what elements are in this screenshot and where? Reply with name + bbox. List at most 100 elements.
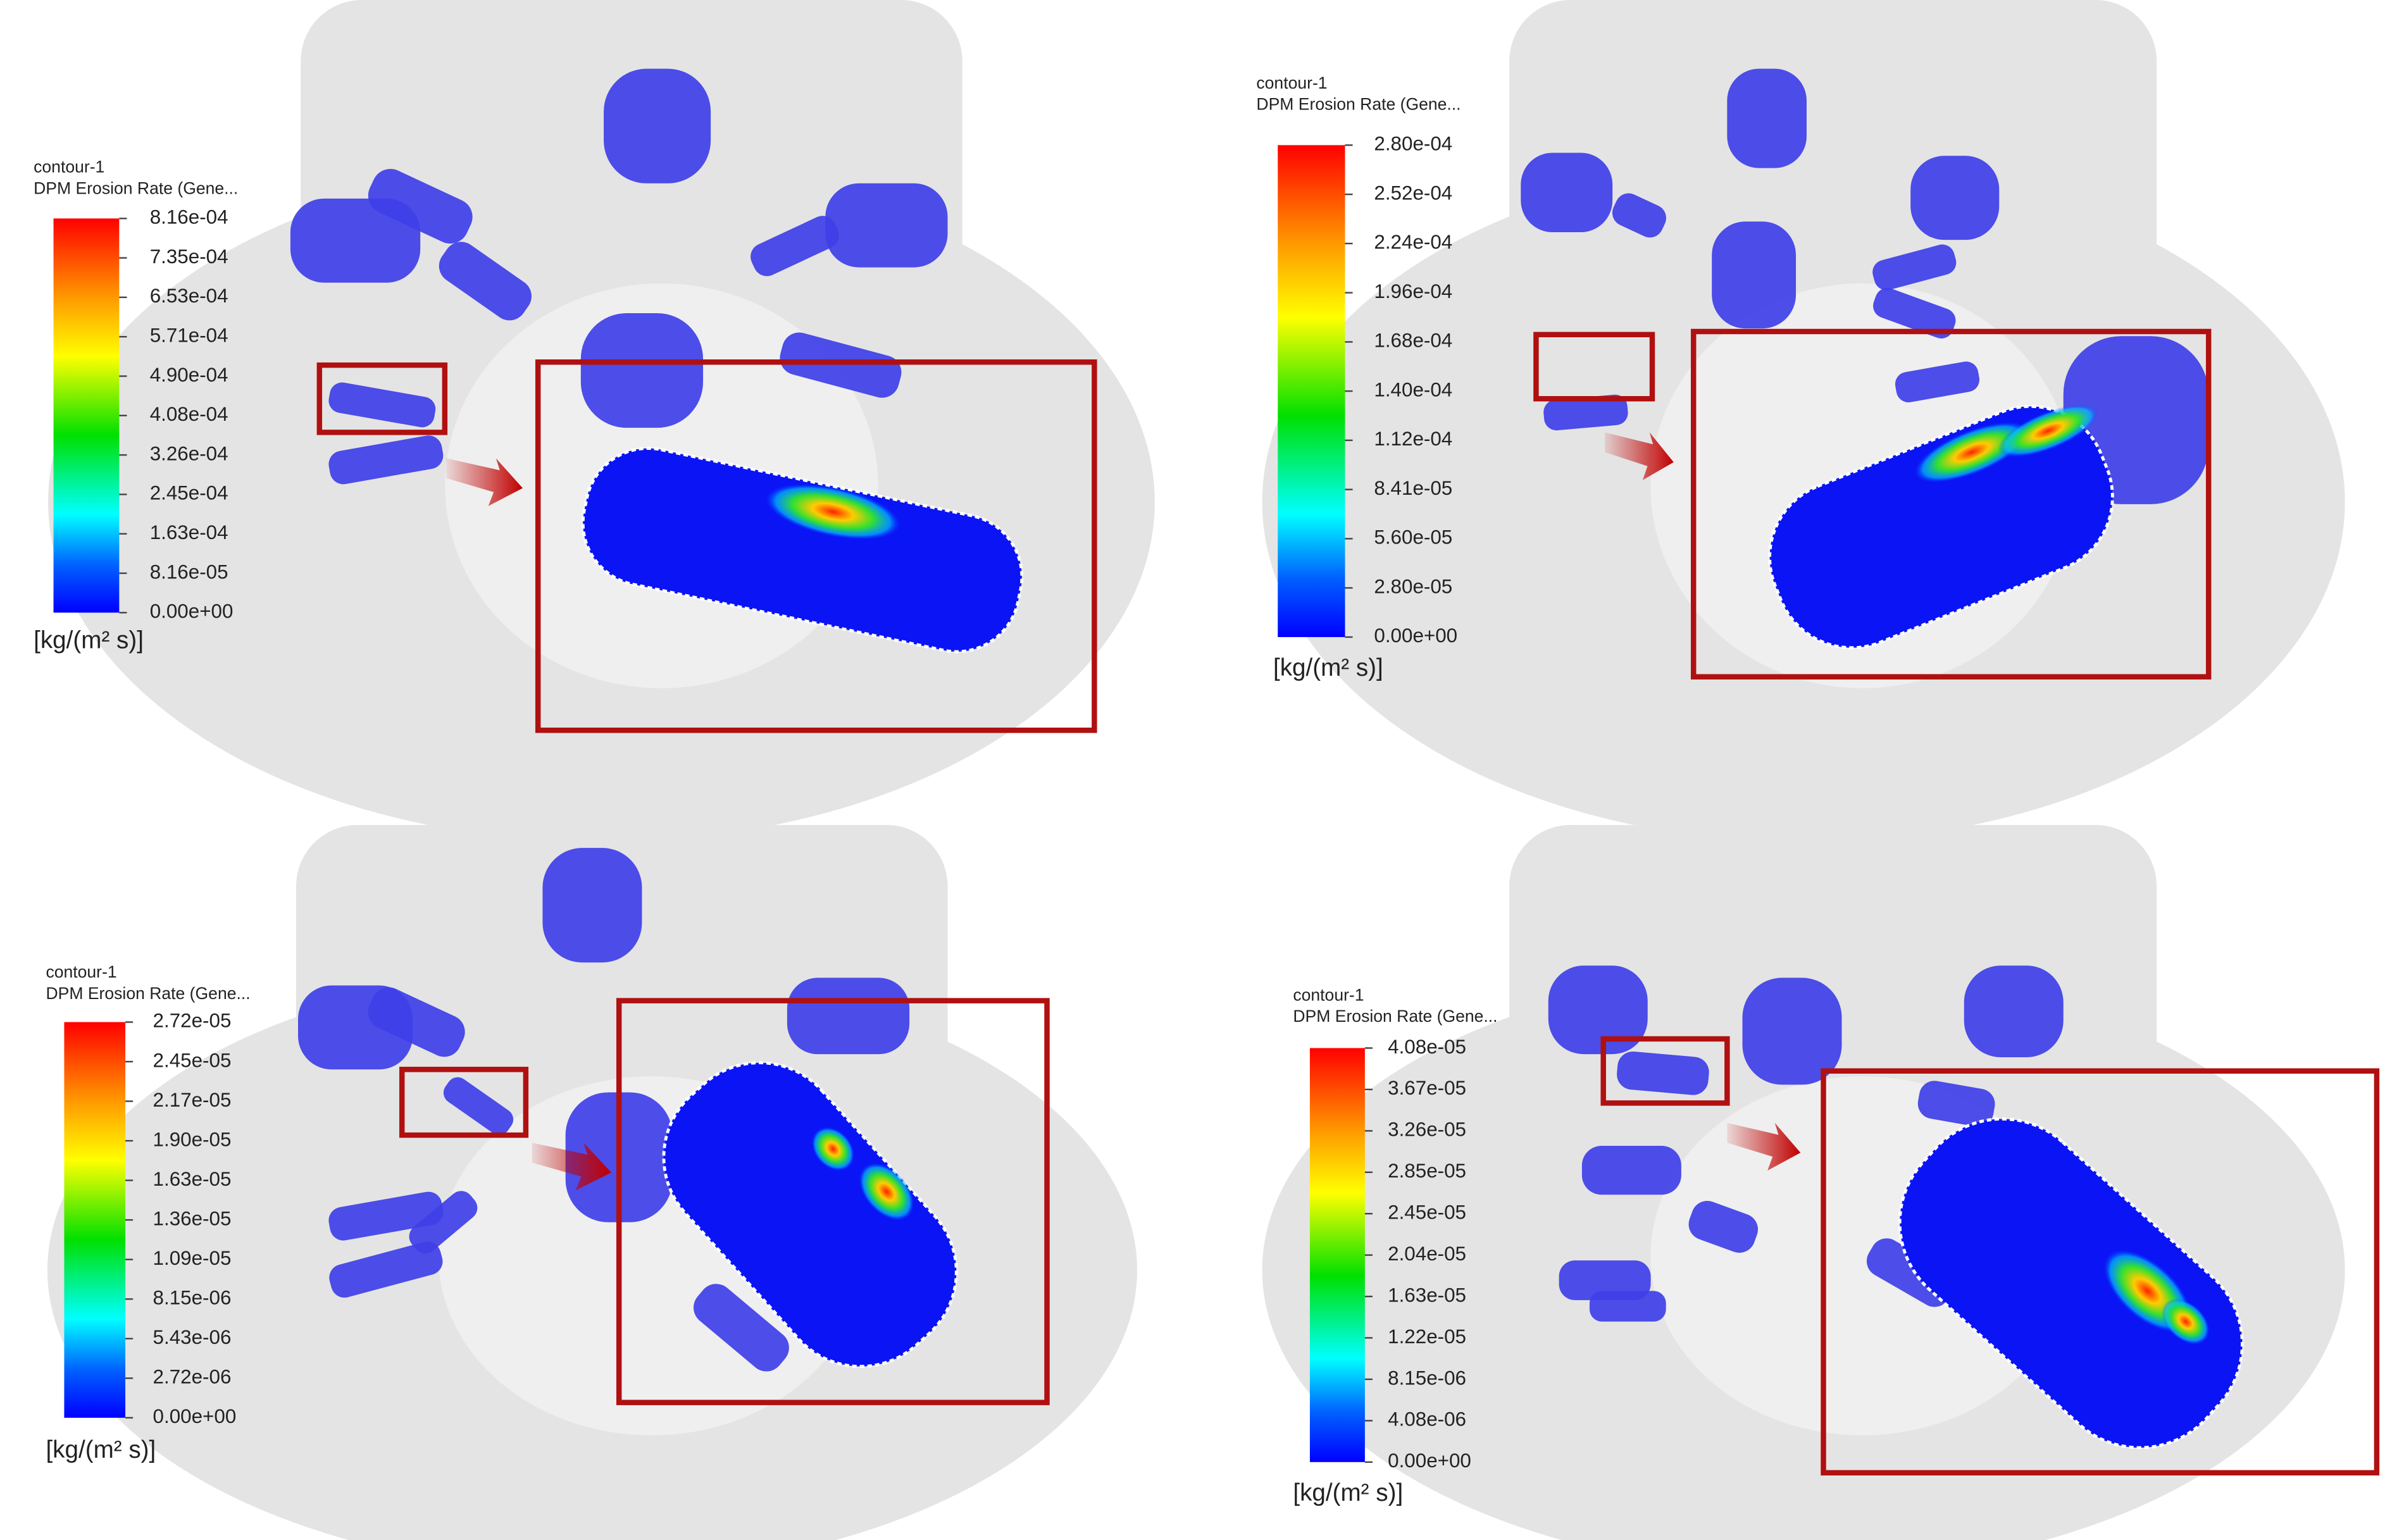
particle	[751, 216, 839, 276]
tick-label: 4.08e-04	[150, 403, 228, 425]
particle	[1917, 1081, 1995, 1127]
erosion-spot	[765, 483, 900, 540]
tick-label: 8.15e-06	[153, 1287, 232, 1309]
particle	[1521, 152, 1613, 233]
cylinder	[1898, 1117, 2244, 1450]
legend-subtitle: DPM Erosion Rate (Gene...	[46, 984, 250, 1003]
tick-label: 5.43e-06	[153, 1326, 232, 1348]
tick-label: 2.80e-04	[1374, 133, 1452, 155]
tick-label: 1.63e-05	[153, 1168, 232, 1190]
tick-label: 2.45e-05	[1388, 1202, 1466, 1224]
erosion-spot	[1914, 421, 2029, 483]
tick-label: 2.17e-05	[153, 1089, 232, 1111]
particle	[328, 382, 436, 428]
tick-label: 2.45e-04	[150, 482, 228, 504]
particle	[1727, 68, 1807, 168]
particle	[1543, 394, 1628, 431]
particle	[328, 1191, 444, 1241]
colorbar	[53, 218, 120, 613]
particle	[694, 1284, 789, 1372]
tick-label: 1.09e-05	[153, 1247, 232, 1269]
particle	[787, 978, 910, 1055]
tick-label: 8.15e-06	[1388, 1367, 1466, 1389]
units: [kg/(m² s)]	[34, 626, 144, 654]
tick-label: 5.60e-05	[1374, 526, 1452, 549]
tick-label: 1.96e-04	[1374, 280, 1452, 302]
cylinder	[1768, 404, 2114, 650]
tick-label: 1.63e-04	[150, 521, 228, 543]
particle	[1964, 966, 2064, 1057]
tick-label: 2.72e-05	[153, 1010, 232, 1032]
tick-label: 1.90e-05	[153, 1128, 232, 1150]
tick-label: 1.22e-05	[1388, 1326, 1466, 1348]
tick-label: 4.08e-06	[1388, 1408, 1466, 1431]
legend-subtitle: DPM Erosion Rate (Gene...	[1293, 1007, 1497, 1026]
tick-label: 4.90e-04	[150, 364, 228, 386]
particle	[1910, 156, 2000, 240]
particle	[1895, 361, 1979, 402]
arrow	[1605, 432, 1674, 480]
tick-label: 4.08e-05	[1388, 1036, 1466, 1058]
tick-label: 2.04e-05	[1388, 1243, 1466, 1265]
zoom-source-box	[399, 1067, 529, 1138]
legend-title: contour-1	[46, 962, 116, 981]
arrow	[446, 458, 523, 506]
tick-label: 0.00e+00	[150, 600, 234, 623]
tick-label: 8.16e-05	[150, 561, 228, 583]
particle	[439, 242, 532, 321]
particle	[1872, 244, 1957, 290]
particle	[1612, 193, 1666, 238]
zoom-source-box	[1600, 1036, 1730, 1106]
tick-label: 1.63e-05	[1388, 1284, 1466, 1306]
particle	[1872, 288, 1956, 338]
particle	[329, 1241, 443, 1298]
units: [kg/(m² s)]	[1293, 1479, 1403, 1506]
units: [kg/(m² s)]	[1273, 654, 1383, 681]
tick-label: 6.53e-04	[150, 285, 228, 307]
tick-label: 8.16e-04	[150, 206, 228, 228]
tick-label: 2.24e-04	[1374, 231, 1452, 253]
tick-label: 5.71e-04	[150, 324, 228, 346]
colorbar	[1278, 145, 1345, 637]
tick-label: 1.36e-05	[153, 1207, 232, 1229]
legend-subtitle: DPM Erosion Rate (Gene...	[1256, 95, 1461, 114]
erosion-spot	[2162, 1298, 2210, 1344]
particle	[1712, 221, 1797, 329]
zoom-box	[616, 998, 1050, 1405]
particle	[1617, 1051, 1709, 1095]
cylinder	[662, 1061, 958, 1369]
panel: contour-1 DPM Erosion Rate (Gene... 4.08e-…	[1215, 824, 2392, 1540]
particle	[1548, 966, 1648, 1055]
tick-label: 3.26e-05	[1388, 1119, 1466, 1141]
particle	[780, 332, 902, 398]
zoom-box	[1690, 328, 2212, 680]
zoom-source-box	[1533, 332, 1655, 402]
tick-label: 3.67e-05	[1388, 1077, 1466, 1099]
tick-label: 3.26e-04	[150, 442, 228, 464]
zoom-box	[535, 359, 1097, 733]
zoom-source-box	[316, 362, 448, 435]
particle	[1559, 1260, 1651, 1300]
particle	[1581, 1146, 1681, 1195]
colorbar	[64, 1022, 126, 1418]
particle	[542, 848, 642, 963]
tick-label: 8.41e-05	[1374, 477, 1452, 499]
particle	[604, 68, 711, 183]
legend-subtitle: DPM Erosion Rate (Gene...	[34, 178, 238, 197]
particle	[443, 1077, 514, 1135]
legend-title: contour-1	[1293, 985, 1364, 1004]
tick-label: 2.72e-06	[153, 1366, 232, 1388]
zoom-box	[1821, 1068, 2380, 1475]
tick-label: 1.40e-04	[1374, 378, 1452, 401]
erosion-spot	[1998, 404, 2098, 457]
particle	[1688, 1200, 1759, 1253]
units: [kg/(m² s)]	[46, 1436, 156, 1463]
panel: contour-1 DPM Erosion Rate (Gene... 2.80e-…	[1215, 0, 2392, 842]
tick-label: 0.00e+00	[1374, 624, 1457, 647]
legend-title: contour-1	[34, 158, 104, 177]
tick-label: 7.35e-04	[150, 245, 228, 268]
legend-title: contour-1	[1256, 73, 1327, 92]
panel: contour-1 DPM Erosion Rate (Gene... 2.72e-…	[0, 824, 1185, 1540]
tick-label: 0.00e+00	[153, 1405, 237, 1427]
